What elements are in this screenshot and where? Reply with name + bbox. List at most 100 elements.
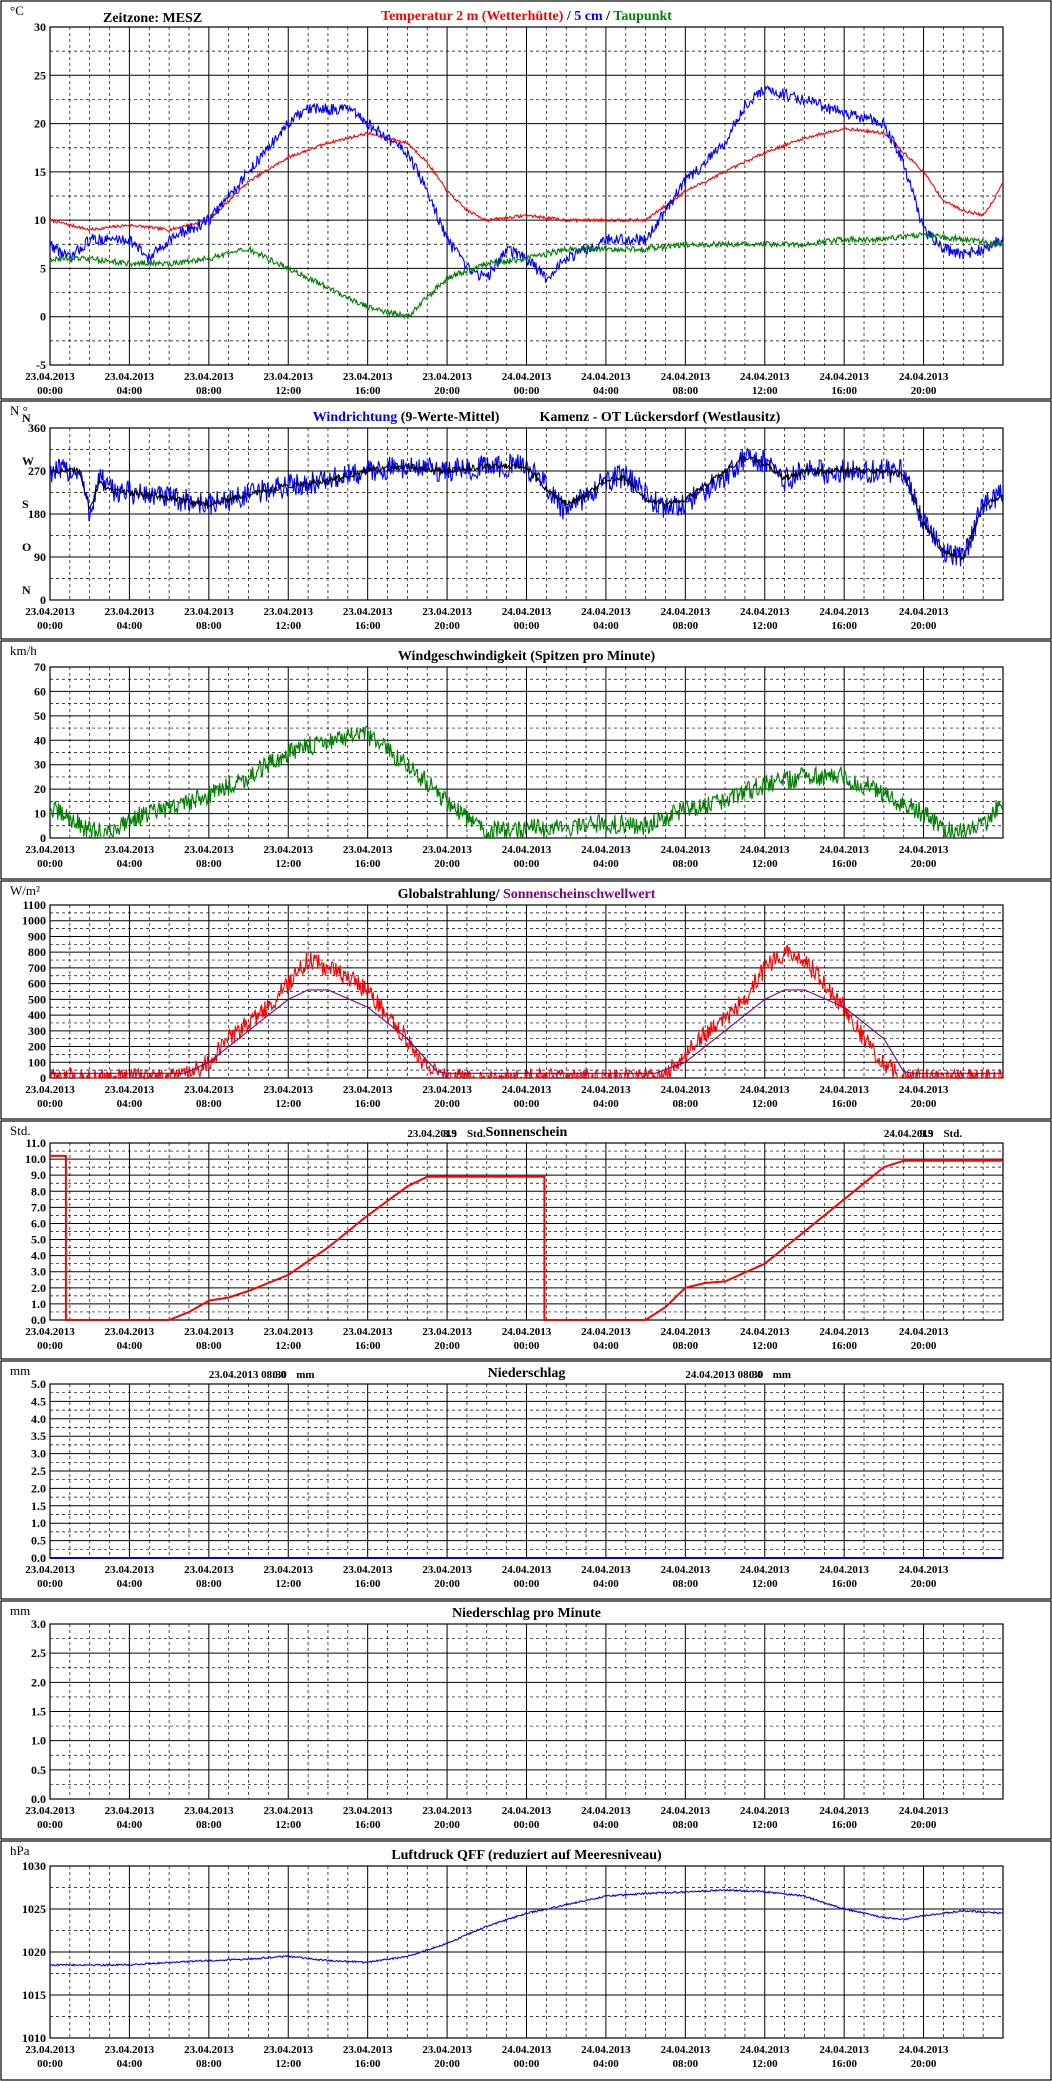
- x-tick-date: 24.04.2013: [740, 371, 790, 383]
- x-tick-time: 12:00: [752, 1340, 778, 1352]
- x-tick-date: 24.04.2013: [819, 1805, 869, 1817]
- title-part: Sonnenscheinschwellwert: [503, 887, 656, 902]
- chart-title: Windrichtung (9-Werte-Mittel) Kamenz - OT…: [313, 410, 781, 425]
- title-part: Luftdruck QFF (reduziert auf Meeresnivea…: [391, 1848, 662, 1863]
- x-tick-time: 00:00: [37, 1098, 63, 1110]
- y-tick-label: 360: [28, 421, 46, 435]
- y-tick-label: 9.0: [31, 1168, 46, 1182]
- annotation-text: mm: [773, 1369, 791, 1381]
- y-tick-label: 1000: [22, 914, 46, 928]
- x-tick-time: 04:00: [593, 385, 619, 397]
- title-part: (9-Werte-Mittel): [397, 410, 500, 425]
- y-tick-label: 1100: [23, 898, 46, 912]
- y-tick-label: 4.0: [31, 1249, 46, 1263]
- x-tick-time: 00:00: [37, 620, 63, 632]
- x-tick-time: 08:00: [196, 1578, 222, 1590]
- y-tick-label: 1.5: [31, 1705, 46, 1719]
- panel-frame: [0, 1840, 1052, 2081]
- y-tick-label: 0.5: [31, 1534, 46, 1548]
- x-tick-time: 00:00: [514, 385, 540, 397]
- unit-label: Std.: [10, 1123, 31, 1138]
- x-tick-date: 24.04.2013: [740, 1564, 790, 1576]
- x-tick-time: 12:00: [275, 1098, 301, 1110]
- x-tick-time: 20:00: [434, 858, 460, 870]
- x-tick-date: 24.04.2013: [581, 1564, 631, 1576]
- series-line-radiation-1: [50, 989, 1003, 1074]
- x-tick-date: 23.04.2013: [422, 1084, 472, 1096]
- series-line-sunshine-0: [50, 1154, 1003, 1321]
- x-tick-time: 00:00: [514, 1819, 540, 1831]
- x-tick-date: 23.04.2013: [264, 1805, 314, 1817]
- chart-title: Windgeschwindigkeit (Spitzen pro Minute): [398, 649, 656, 664]
- series-line-winddirection-0: [49, 447, 1004, 567]
- x-tick-time: 16:00: [355, 2058, 381, 2070]
- annotation-text: 23.04.2013 08:30: [209, 1369, 287, 1381]
- x-tick-date: 24.04.2013: [502, 606, 552, 618]
- x-tick-date: 23.04.2013: [105, 606, 155, 618]
- y-tick-label: -5: [36, 358, 46, 372]
- x-tick-date: 24.04.2013: [899, 371, 949, 383]
- y-tick-label: 20: [34, 782, 46, 796]
- x-tick-date: 24.04.2013: [740, 606, 790, 618]
- x-tick-date: 23.04.2013: [25, 844, 75, 856]
- x-tick-date: 23.04.2013: [25, 1564, 75, 1576]
- y-tick-label: 180: [28, 507, 46, 521]
- title-part: Windgeschwindigkeit (Spitzen pro Minute): [398, 649, 656, 664]
- chart-title: Sonnenschein: [486, 1125, 568, 1140]
- x-tick-date: 24.04.2013: [740, 1326, 790, 1338]
- y-tick-label: 60: [34, 684, 46, 698]
- x-tick-time: 12:00: [275, 1340, 301, 1352]
- x-tick-time: 20:00: [434, 2058, 460, 2070]
- x-tick-time: 16:00: [831, 858, 857, 870]
- x-tick-date: 23.04.2013: [25, 1805, 75, 1817]
- x-tick-date: 23.04.2013: [343, 1326, 393, 1338]
- timezone-label: Zeitzone: MESZ: [103, 11, 202, 26]
- x-tick-time: 16:00: [831, 1340, 857, 1352]
- unit-label: km/h: [10, 643, 37, 658]
- unit-label: mm: [10, 1603, 30, 1618]
- y-tick-label: 70: [34, 660, 46, 674]
- x-tick-time: 08:00: [672, 1578, 698, 1590]
- x-tick-date: 23.04.2013: [343, 1084, 393, 1096]
- x-tick-time: 16:00: [831, 620, 857, 632]
- x-tick-date: 23.04.2013: [184, 1564, 234, 1576]
- compass-label: W: [22, 454, 34, 468]
- x-tick-date: 24.04.2013: [899, 1084, 949, 1096]
- x-tick-date: 24.04.2013: [502, 1805, 552, 1817]
- panel-frame: [0, 400, 1052, 640]
- y-tick-label: 30: [34, 758, 46, 772]
- y-tick-label: 0: [40, 1071, 46, 1085]
- chart-temperature: -5 0 5 10 15 20 25 30 °C Zeitzone: MESZ Temperatur…: [0, 0, 1052, 400]
- x-tick-date: 23.04.2013: [343, 606, 393, 618]
- series-line-temperature-1: [49, 85, 1004, 284]
- x-tick-date: 23.04.2013: [264, 844, 314, 856]
- x-tick-date: 23.04.2013: [105, 1084, 155, 1096]
- y-tick-label: 1030: [22, 1859, 46, 1873]
- title-part: /: [563, 9, 574, 24]
- annotation-text: 24.04.2013 08:30: [685, 1369, 763, 1381]
- y-tick-label: 5.0: [31, 1377, 46, 1391]
- y-tick-label: 10.0: [25, 1152, 46, 1166]
- compass-label: N: [22, 583, 31, 597]
- x-tick-date: 24.04.2013: [581, 371, 631, 383]
- x-tick-date: 23.04.2013: [422, 371, 472, 383]
- x-tick-date: 23.04.2013: [184, 1084, 234, 1096]
- x-tick-date: 23.04.2013: [264, 1564, 314, 1576]
- x-tick-time: 12:00: [752, 1578, 778, 1590]
- x-tick-time: 04:00: [117, 2058, 143, 2070]
- y-tick-label: 270: [28, 464, 46, 478]
- x-tick-time: 08:00: [196, 1340, 222, 1352]
- x-tick-time: 20:00: [434, 1578, 460, 1590]
- chart-title: Niederschlag: [488, 1366, 566, 1381]
- y-tick-label: 40: [34, 733, 46, 747]
- chart-title: Niederschlag pro Minute: [452, 1606, 601, 1621]
- panel-frame: [0, 1360, 1052, 1600]
- x-tick-date: 23.04.2013: [422, 844, 472, 856]
- compass-label: S: [22, 497, 29, 511]
- y-tick-label: 500: [28, 992, 46, 1006]
- x-tick-time: 16:00: [831, 2058, 857, 2070]
- y-tick-label: 3.5: [31, 1429, 46, 1443]
- unit-label: W/m²: [10, 883, 40, 898]
